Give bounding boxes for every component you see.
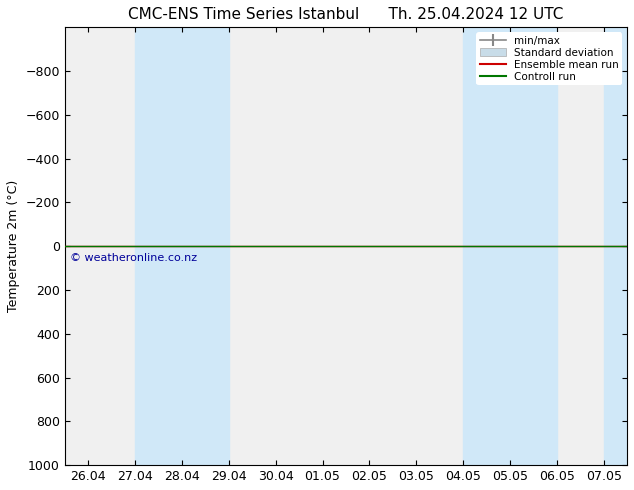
Bar bbox=[463, 27, 557, 465]
Text: © weatheronline.co.nz: © weatheronline.co.nz bbox=[70, 253, 198, 263]
Title: CMC-ENS Time Series Istanbul      Th. 25.04.2024 12 UTC: CMC-ENS Time Series Istanbul Th. 25.04.2… bbox=[128, 7, 564, 22]
Bar bbox=[604, 27, 634, 465]
Legend: min/max, Standard deviation, Ensemble mean run, Controll run: min/max, Standard deviation, Ensemble me… bbox=[477, 32, 622, 85]
Y-axis label: Temperature 2m (°C): Temperature 2m (°C) bbox=[7, 180, 20, 312]
Bar bbox=[135, 27, 229, 465]
